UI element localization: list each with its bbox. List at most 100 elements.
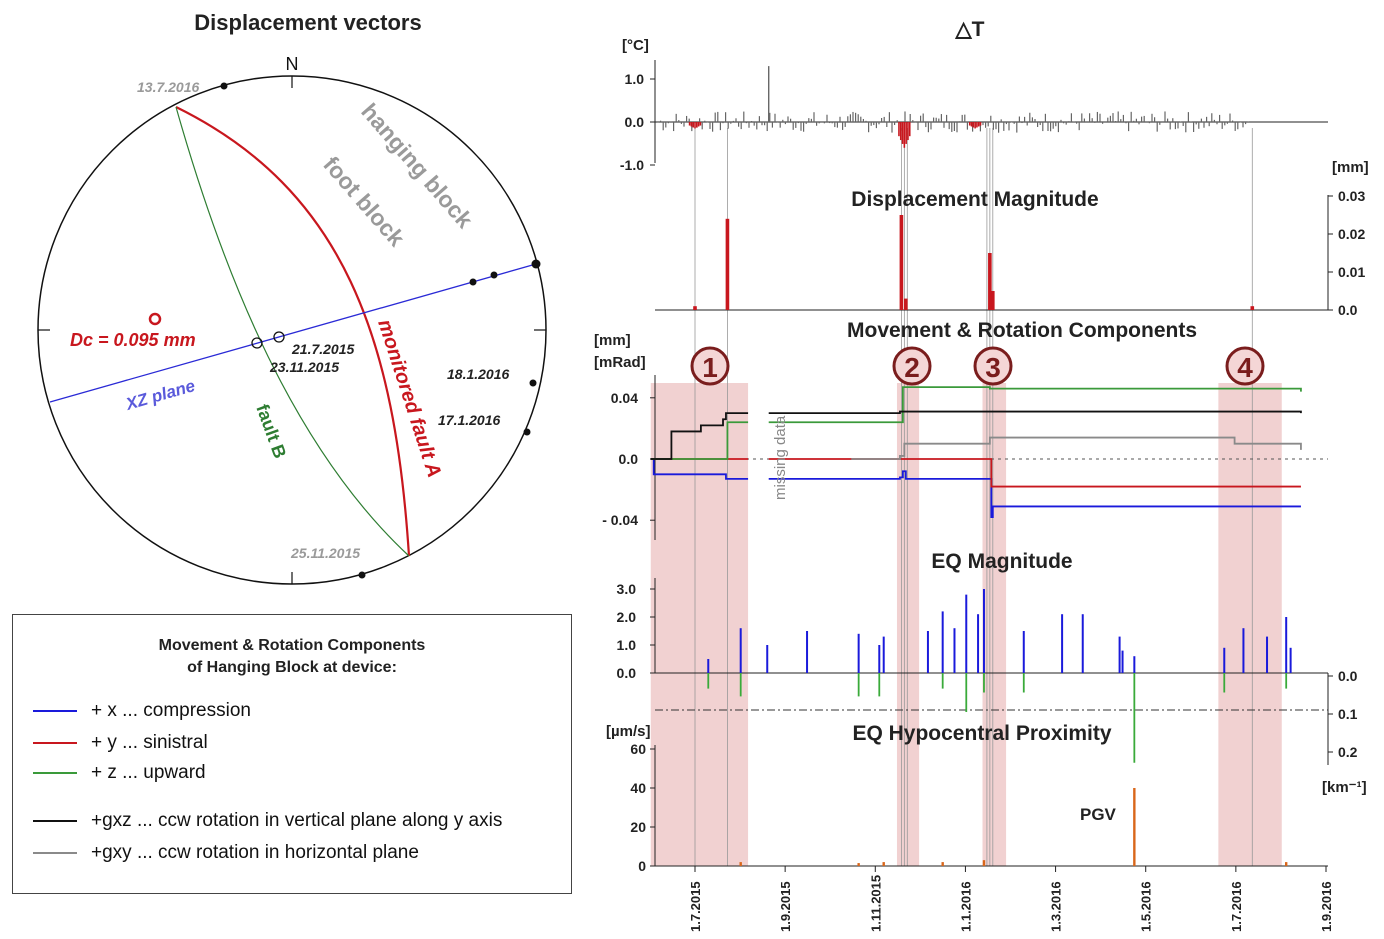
- movement-title: Movement & Rotation Components: [847, 319, 1197, 342]
- vector-point: [523, 428, 531, 436]
- displacement-bars: [693, 215, 1255, 310]
- legend-label: + z ... upward: [91, 762, 206, 783]
- displacement-ticks: 0.03 0.02 0.01 0.0: [1328, 188, 1365, 318]
- movement-lines: [650, 386, 1302, 519]
- tick-label: 20: [630, 819, 646, 835]
- monitored-fault-a-label: monitored fault A: [373, 317, 445, 481]
- period-marker-circle: [973, 346, 1013, 386]
- pgv-label: PGV: [1080, 805, 1117, 824]
- delta-t-ticks: 1.0 0.0 -1.0: [620, 71, 655, 173]
- tick-label: 3.0: [617, 581, 637, 597]
- legend-swatch: [33, 710, 77, 712]
- stereonet-title: Displacement vectors: [194, 10, 421, 35]
- legend-swatch: [33, 742, 77, 744]
- dc-label: Dc = 0.095 mm: [70, 330, 196, 350]
- date-tick-label: 1.3.2016: [1049, 881, 1064, 932]
- fault-b-label: fault B: [252, 402, 290, 461]
- date-axis: 1.7.2015 1.9.2015 1.11.2015 1.1.2016 1.3.201…: [688, 866, 1334, 932]
- legend-box: Movement & Rotation Components of Hangin…: [12, 614, 572, 894]
- period-marker-circle: [892, 346, 932, 386]
- tick-label: 0.01: [1338, 264, 1365, 280]
- proximity-bars: [707, 673, 1288, 763]
- vector-point: [531, 259, 541, 269]
- highlight-band: [982, 383, 1007, 866]
- proximity-title: EQ Hypocentral Proximity: [852, 722, 1111, 745]
- movement-series-line: [650, 412, 749, 460]
- legend-item-z: + z ... upward: [33, 761, 206, 785]
- tick-label: 0.02: [1338, 226, 1365, 242]
- legend-swatch: [33, 772, 77, 774]
- tick-label: 0.0: [625, 114, 645, 130]
- vector-point: [220, 82, 228, 90]
- event-guide-lines: [694, 128, 1253, 866]
- foot-block-label: foot block: [318, 151, 410, 251]
- tick-label: 0.1: [1338, 706, 1358, 722]
- fault-b-great-circle: [175, 106, 410, 557]
- movement-series-line: [768, 410, 1302, 415]
- vector-point: [358, 571, 366, 579]
- xz-plane-line: [49, 263, 537, 403]
- date-tick-label: 1.5.2016: [1139, 881, 1154, 932]
- legend-title-line-1: Movement & Rotation Components: [158, 637, 426, 654]
- tick-label: 0: [638, 858, 646, 874]
- tick-label: 0.0: [1338, 302, 1358, 318]
- vector-point-open: [273, 331, 285, 343]
- movement-unit-mm: [mm]: [594, 332, 631, 349]
- pgv-bars: [739, 788, 1288, 866]
- date-label: 18.1.2016: [447, 366, 509, 382]
- pgv-ticks: 60 40 20 0: [630, 741, 655, 874]
- period-marker-circle: [1225, 346, 1265, 386]
- displacement-bar: [899, 215, 904, 310]
- displacement-unit: [mm]: [1332, 159, 1369, 176]
- movement-series-line: [768, 386, 1302, 424]
- highlight-band: [1218, 383, 1282, 866]
- tick-label: 2.0: [617, 609, 637, 625]
- tick-label: 0.04: [611, 390, 638, 406]
- xz-plane-label: XZ plane: [123, 376, 197, 414]
- eq-magnitude-ticks: 3.0 2.0 1.0 0.0: [617, 581, 655, 681]
- missing-data-label: missing data: [772, 415, 789, 500]
- tick-label: 0.0: [617, 665, 637, 681]
- legend-swatch: [33, 820, 77, 822]
- legend-item-y: + y ... sinistral: [33, 731, 208, 755]
- displacement-bar: [904, 298, 908, 310]
- fault-a-great-circle: [175, 106, 411, 557]
- movement-series-line: [650, 421, 749, 460]
- tick-label: 1.0: [617, 637, 637, 653]
- period-markers: 1 2 3 4: [690, 346, 1265, 386]
- tick-label: 60: [630, 741, 646, 757]
- proximity-ticks: 0.0 0.1 0.2: [1328, 668, 1358, 760]
- date-tick-label: 1.9.2016: [1319, 881, 1334, 932]
- tick-label: 0.03: [1338, 188, 1365, 204]
- displacement-bar: [1250, 306, 1255, 310]
- displacement-bar: [991, 291, 995, 310]
- legend-swatch: [33, 852, 77, 854]
- tick-label: 0.2: [1338, 744, 1358, 760]
- legend-label: + x ... compression: [91, 700, 251, 721]
- delta-t-bars: [657, 66, 1249, 148]
- date-label: 13.7.2016: [137, 79, 199, 95]
- legend-title-line-2: of Hanging Block at device:: [187, 659, 397, 676]
- date-label: 17.1.2016: [438, 412, 500, 428]
- tick-label: 1.0: [625, 71, 645, 87]
- delta-t-unit: [°C]: [622, 37, 649, 54]
- displacement-bar: [988, 253, 992, 310]
- eq-magnitude-title: EQ Magnitude: [931, 550, 1072, 573]
- tick-label: -1.0: [620, 157, 644, 173]
- highlight-band: [650, 383, 749, 866]
- highlight-bands: [650, 383, 1282, 866]
- eq-magnitude-bars: [707, 589, 1292, 673]
- tick-label: 0.0: [619, 451, 639, 467]
- legend-item-gxz: +gxz ... ccw rotation in vertical plane …: [33, 809, 502, 833]
- vector-point: [469, 278, 477, 286]
- tick-label: - 0.04: [602, 512, 638, 528]
- pgv-unit: [µm/s]: [606, 723, 650, 740]
- period-marker-label: 2: [904, 352, 920, 383]
- movement-unit-mrad: [mRad]: [594, 354, 646, 371]
- tick-label: 40: [630, 780, 646, 796]
- vector-point-open: [251, 337, 263, 349]
- date-tick-label: 1.9.2015: [778, 881, 793, 932]
- movement-ticks: 0.04 0.0 - 0.04: [602, 390, 655, 528]
- date-label: 25.11.2015: [290, 545, 360, 561]
